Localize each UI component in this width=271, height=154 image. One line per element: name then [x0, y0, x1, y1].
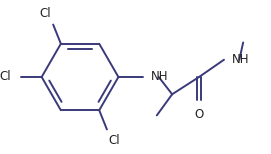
Text: O: O	[194, 108, 204, 121]
Text: Cl: Cl	[40, 7, 51, 20]
Text: NH: NH	[151, 71, 169, 83]
Text: NH: NH	[232, 53, 249, 66]
Text: Cl: Cl	[109, 134, 120, 147]
Text: Cl: Cl	[0, 71, 11, 83]
